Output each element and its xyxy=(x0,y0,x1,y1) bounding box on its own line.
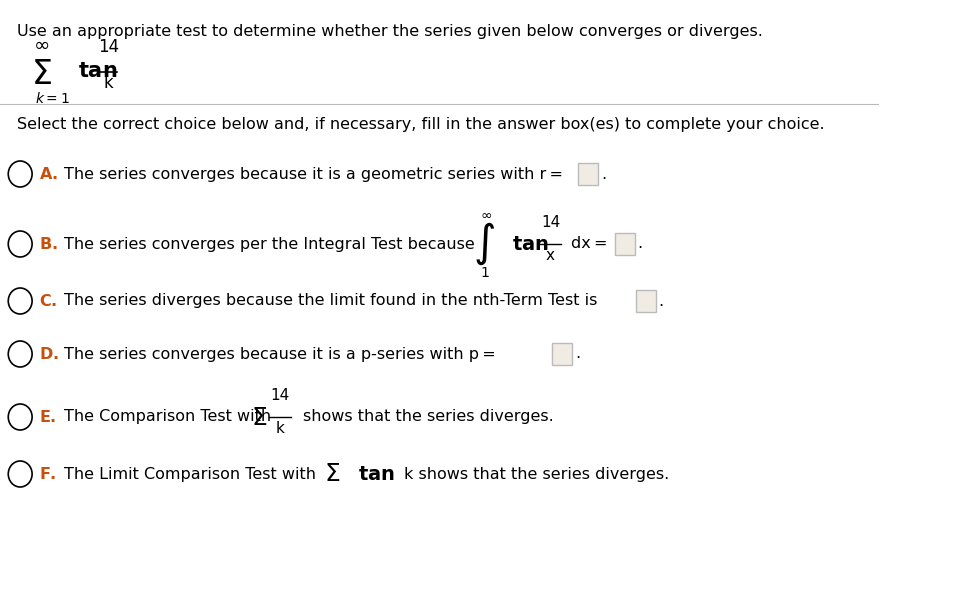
Text: The series converges because it is a p-series with p =: The series converges because it is a p-s… xyxy=(64,347,496,362)
Text: $\mathbf{E.}$: $\mathbf{E.}$ xyxy=(38,409,56,425)
Text: The Limit Comparison Test with: The Limit Comparison Test with xyxy=(64,466,316,482)
Text: 14: 14 xyxy=(270,388,289,403)
Text: $\infty$: $\infty$ xyxy=(480,208,492,222)
Text: 1: 1 xyxy=(480,266,489,280)
FancyBboxPatch shape xyxy=(636,290,656,312)
Text: $\mathbf{B.}$: $\mathbf{B.}$ xyxy=(38,236,57,252)
Text: .: . xyxy=(601,166,606,181)
Text: $\Sigma$: $\Sigma$ xyxy=(31,57,52,91)
Text: k shows that the series diverges.: k shows that the series diverges. xyxy=(403,466,669,482)
Text: .: . xyxy=(575,347,581,362)
Text: $\Sigma$: $\Sigma$ xyxy=(251,406,267,430)
Text: $\mathbf{tan}$: $\mathbf{tan}$ xyxy=(78,61,117,81)
Text: k: k xyxy=(103,74,113,92)
FancyBboxPatch shape xyxy=(615,233,635,255)
Text: $\Sigma$: $\Sigma$ xyxy=(324,462,340,486)
Text: shows that the series diverges.: shows that the series diverges. xyxy=(303,409,554,424)
Text: $\mathbf{C.}$: $\mathbf{C.}$ xyxy=(38,293,57,309)
Text: $\mathbf{F.}$: $\mathbf{F.}$ xyxy=(38,466,56,482)
Text: 14: 14 xyxy=(98,38,119,56)
Text: .: . xyxy=(638,236,643,252)
Text: $\infty$: $\infty$ xyxy=(34,35,50,54)
Text: $\mathbf{A.}$: $\mathbf{A.}$ xyxy=(38,166,57,182)
Text: .: . xyxy=(659,294,664,309)
Text: $\mathbf{D.}$: $\mathbf{D.}$ xyxy=(38,346,58,362)
Text: $\int$: $\int$ xyxy=(473,221,495,267)
Text: dx =: dx = xyxy=(571,236,607,252)
Text: k: k xyxy=(275,421,285,436)
Text: The series converges because it is a geometric series with r =: The series converges because it is a geo… xyxy=(64,166,563,181)
Text: $\mathbf{tan}$: $\mathbf{tan}$ xyxy=(512,234,549,253)
Text: $k=1$: $k=1$ xyxy=(34,91,70,106)
Text: 14: 14 xyxy=(541,215,560,230)
Text: Use an appropriate test to determine whether the series given below converges or: Use an appropriate test to determine whe… xyxy=(16,24,763,39)
Text: $\mathbf{tan}$: $\mathbf{tan}$ xyxy=(357,465,395,484)
FancyBboxPatch shape xyxy=(552,343,573,365)
Text: The Comparison Test with: The Comparison Test with xyxy=(64,409,271,424)
Text: The series diverges because the limit found in the nth-Term Test is: The series diverges because the limit fo… xyxy=(64,294,598,309)
Text: x: x xyxy=(546,248,555,263)
Text: Select the correct choice below and, if necessary, fill in the answer box(es) to: Select the correct choice below and, if … xyxy=(16,117,824,132)
FancyBboxPatch shape xyxy=(578,163,598,185)
Text: The series converges per the Integral Test because: The series converges per the Integral Te… xyxy=(64,236,475,252)
